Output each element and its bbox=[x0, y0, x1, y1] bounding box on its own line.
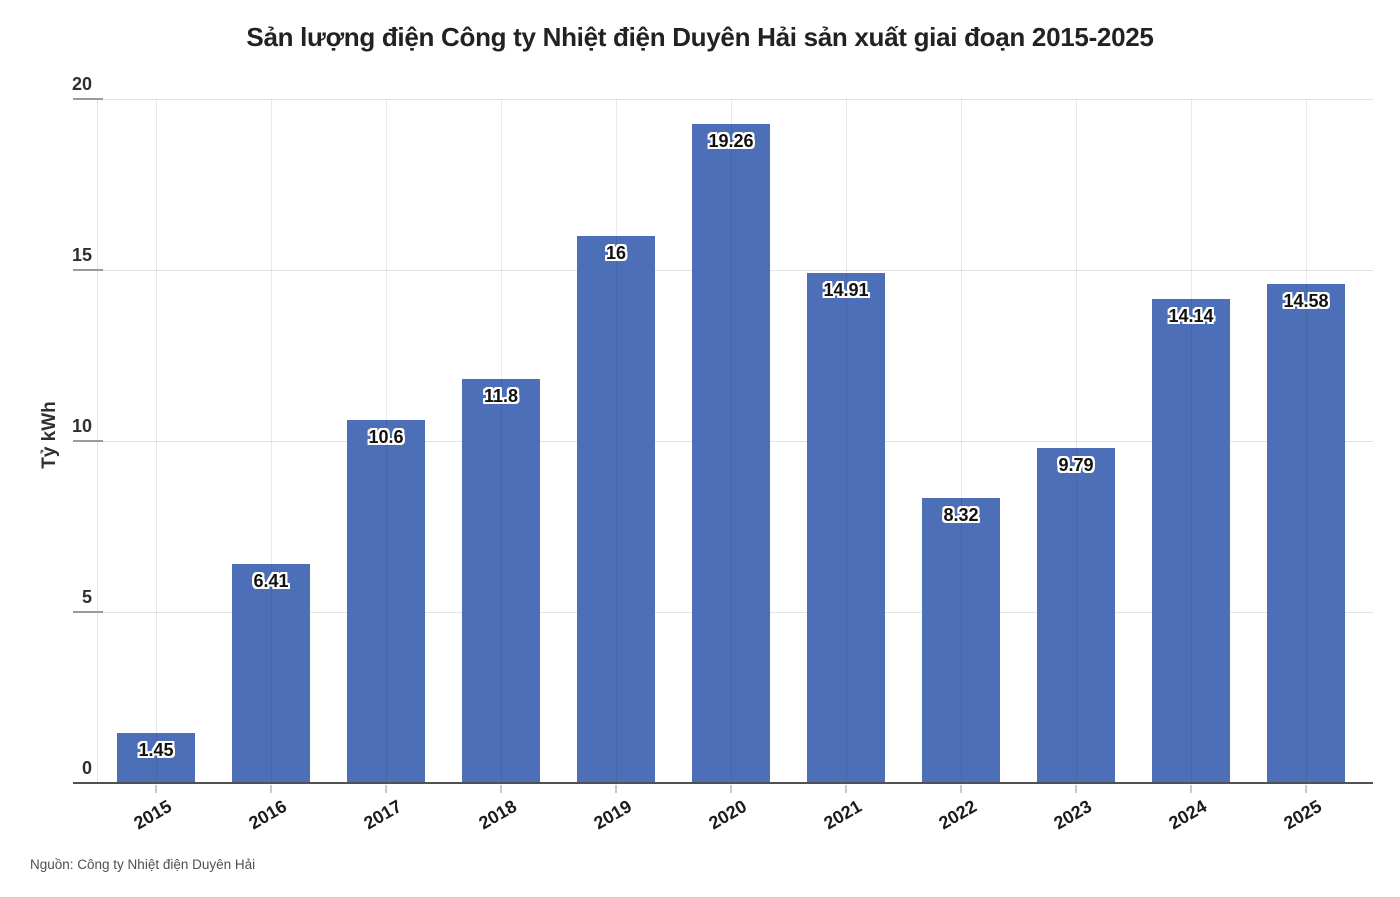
x-tick-mark-2023 bbox=[1075, 785, 1077, 793]
y-tick-label-15: 15 bbox=[71, 245, 92, 265]
y-tick-label-10: 10 bbox=[71, 416, 92, 436]
bar-2022[interactable] bbox=[922, 498, 1000, 783]
x-tick-label-2025: 2025 bbox=[1280, 796, 1325, 834]
bar-2017[interactable] bbox=[347, 420, 425, 783]
bar-value-2022: 8.32 bbox=[943, 505, 979, 526]
x-tick-label-2017: 2017 bbox=[360, 796, 405, 834]
x-tick-label-2015: 2015 bbox=[130, 796, 175, 834]
bar-2019[interactable] bbox=[577, 235, 655, 783]
bar-value-2016: 6.41 bbox=[253, 570, 289, 591]
x-tick-label-2020: 2020 bbox=[705, 796, 750, 834]
gridline-x-2018 bbox=[501, 99, 502, 783]
gridline-x-2015 bbox=[156, 99, 157, 783]
x-tick-label-2022: 2022 bbox=[935, 796, 980, 834]
y-tick-mark-20 bbox=[73, 98, 103, 100]
bar-2020[interactable] bbox=[692, 124, 770, 783]
x-tick-mark-2024 bbox=[1190, 785, 1192, 793]
x-tick-mark-2020 bbox=[730, 785, 732, 793]
bar-2024[interactable] bbox=[1152, 299, 1230, 783]
x-tick-label-2024: 2024 bbox=[1165, 796, 1210, 834]
y-tick-label-20: 20 bbox=[71, 74, 92, 94]
bar-2021[interactable] bbox=[807, 273, 885, 783]
bar-value-2020: 19.26 bbox=[708, 131, 754, 152]
gridline-x-2019 bbox=[616, 99, 617, 783]
bar-value-2023: 9.79 bbox=[1058, 455, 1094, 476]
y-tick-mark-10 bbox=[73, 440, 103, 442]
y-axis-title: Tỷ kWh bbox=[39, 401, 60, 469]
bar-value-2025: 14.58 bbox=[1283, 291, 1329, 312]
x-tick-label-2016: 2016 bbox=[245, 796, 290, 834]
bar-value-2018: 11.8 bbox=[483, 386, 519, 407]
source-note: Nguồn: Công ty Nhiệt điện Duyên Hải bbox=[30, 857, 256, 872]
x-tick-mark-2017 bbox=[385, 785, 387, 793]
bar-2025[interactable] bbox=[1267, 284, 1345, 783]
bar-value-2021: 14.91 bbox=[823, 280, 869, 301]
bar-value-2019: 16 bbox=[605, 242, 627, 263]
x-tick-mark-2015 bbox=[155, 785, 157, 793]
x-tick-label-2021: 2021 bbox=[820, 796, 865, 834]
gridline-x-2022 bbox=[961, 99, 962, 783]
bar-2018[interactable] bbox=[462, 379, 540, 783]
x-tick-mark-2022 bbox=[960, 785, 962, 793]
x-tick-label-2018: 2018 bbox=[475, 796, 520, 834]
plot-area: 1.45 6.41 10.6 11.8 16 19.26 14.91 8.32 9.79 14.1… bbox=[97, 99, 1373, 783]
gridline-x-2020 bbox=[731, 99, 732, 783]
y-tick-mark-5 bbox=[73, 611, 103, 613]
x-tick-label-2023: 2023 bbox=[1050, 796, 1095, 834]
x-tick-label-2019: 2019 bbox=[590, 796, 635, 834]
x-tick-mark-2025 bbox=[1305, 785, 1307, 793]
gridline-x-2021 bbox=[846, 99, 847, 783]
gridline-x-2024 bbox=[1191, 99, 1192, 783]
bar-2023[interactable] bbox=[1037, 448, 1115, 783]
x-axis-line bbox=[73, 782, 1373, 784]
gridline-x-2017 bbox=[386, 99, 387, 783]
y-tick-label-5: 5 bbox=[81, 587, 92, 607]
chart-title: Sản lượng điện Công ty Nhiệt điện Duyên … bbox=[246, 22, 1154, 52]
gridline-y-20 bbox=[97, 99, 1373, 100]
bar-value-2024: 14.14 bbox=[1168, 306, 1214, 327]
gridline-x-2016 bbox=[271, 99, 272, 783]
bar-2015[interactable] bbox=[117, 733, 195, 783]
x-tick-mark-2018 bbox=[500, 785, 502, 793]
x-tick-mark-2021 bbox=[845, 785, 847, 793]
x-tick-mark-2016 bbox=[270, 785, 272, 793]
x-tick-mark-2019 bbox=[615, 785, 617, 793]
bar-2016[interactable] bbox=[232, 563, 310, 783]
bar-value-2017: 10.6 bbox=[368, 427, 404, 448]
bar-value-2015: 1.45 bbox=[138, 740, 174, 761]
y-tick-mark-15 bbox=[73, 269, 103, 271]
y-tick-label-0: 0 bbox=[81, 758, 92, 778]
gridline-x-2023 bbox=[1076, 99, 1077, 783]
gridline-x-2025 bbox=[1306, 99, 1307, 783]
